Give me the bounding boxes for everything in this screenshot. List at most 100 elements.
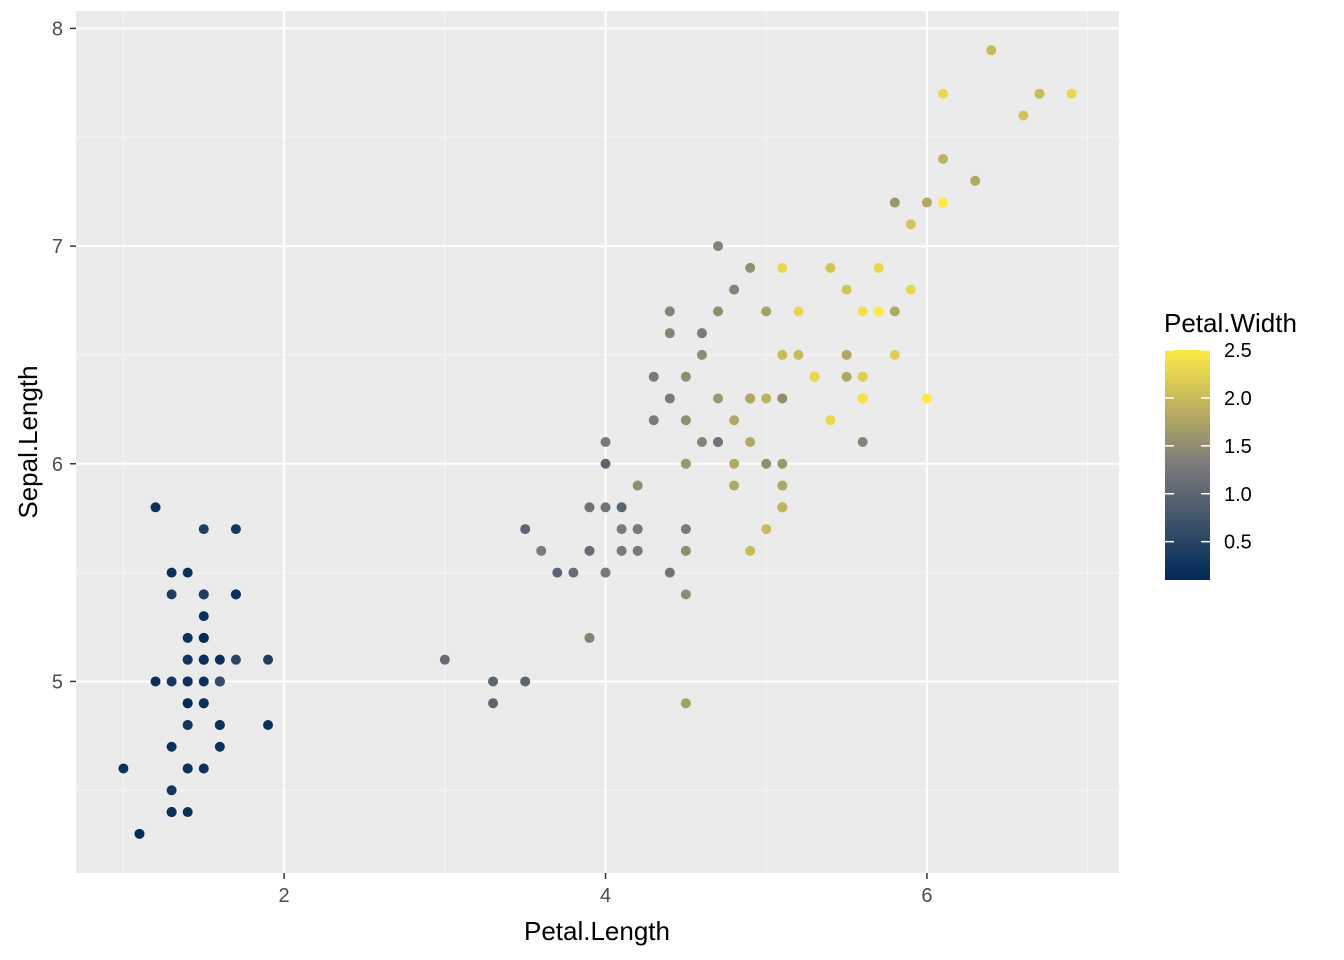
data-point xyxy=(230,654,241,665)
data-point xyxy=(761,393,772,404)
data-point xyxy=(263,719,274,730)
data-point xyxy=(921,197,932,208)
data-point xyxy=(584,632,595,643)
data-point xyxy=(825,415,836,426)
data-point xyxy=(648,371,659,382)
x-axis-title: Petal.Length xyxy=(524,916,670,946)
data-point xyxy=(632,524,643,535)
data-point xyxy=(761,524,772,535)
grid-major xyxy=(76,11,1119,873)
y-tick-label: 7 xyxy=(52,236,63,258)
data-point xyxy=(713,393,724,404)
data-point xyxy=(729,480,740,491)
data-point xyxy=(938,154,949,165)
data-point xyxy=(488,676,499,687)
data-point xyxy=(1066,88,1077,99)
data-point xyxy=(905,219,916,230)
data-point xyxy=(664,306,675,317)
data-point xyxy=(263,654,274,665)
data-point xyxy=(198,611,209,622)
data-point xyxy=(664,328,675,339)
data-point xyxy=(680,698,691,709)
legend-tick-label: 1.5 xyxy=(1224,436,1252,458)
data-point xyxy=(873,262,884,273)
data-point xyxy=(600,437,611,447)
data-point xyxy=(729,458,740,469)
data-point xyxy=(986,45,997,56)
legend-tick-label: 2.0 xyxy=(1224,388,1252,410)
data-point xyxy=(745,437,756,447)
data-point xyxy=(777,349,788,360)
data-point xyxy=(777,458,788,469)
data-points xyxy=(118,45,1077,839)
data-point xyxy=(182,632,193,643)
data-point xyxy=(198,763,209,774)
data-point xyxy=(713,241,724,252)
data-point xyxy=(214,741,225,752)
data-point xyxy=(488,698,499,709)
data-point xyxy=(809,371,820,382)
data-point xyxy=(182,567,193,578)
data-point xyxy=(857,437,868,447)
data-point xyxy=(889,349,900,360)
data-point xyxy=(150,502,161,513)
data-point xyxy=(664,567,675,578)
data-point xyxy=(1034,88,1045,99)
data-point xyxy=(616,545,627,556)
data-point xyxy=(729,284,740,295)
data-point xyxy=(214,719,225,730)
data-point xyxy=(520,676,531,687)
data-point xyxy=(841,284,852,295)
legend-title: Petal.Width xyxy=(1164,308,1297,338)
data-point xyxy=(616,524,627,535)
data-point xyxy=(745,545,756,556)
data-point xyxy=(600,567,611,578)
data-point xyxy=(777,480,788,491)
y-axis: 5 6 7 8 xyxy=(52,18,76,693)
data-point xyxy=(857,371,868,382)
data-point xyxy=(857,306,868,317)
data-point xyxy=(166,807,177,818)
data-point xyxy=(713,437,724,447)
grid-minor xyxy=(76,11,1119,873)
data-point xyxy=(680,524,691,535)
x-tick-label: 6 xyxy=(921,885,932,907)
data-point xyxy=(198,676,209,687)
x-tick-label: 4 xyxy=(600,885,611,907)
legend-colorbar xyxy=(1165,350,1210,580)
data-point xyxy=(166,741,177,752)
legend-tick-label: 1.0 xyxy=(1224,484,1252,506)
data-point xyxy=(761,458,772,469)
data-point xyxy=(198,524,209,535)
data-point xyxy=(680,545,691,556)
data-point xyxy=(905,284,916,295)
data-point xyxy=(648,415,659,426)
data-point xyxy=(970,175,981,186)
data-point xyxy=(921,393,932,404)
data-point xyxy=(600,502,611,513)
data-point xyxy=(857,393,868,404)
data-point xyxy=(680,589,691,600)
data-point xyxy=(729,415,740,426)
data-point xyxy=(198,654,209,665)
data-point xyxy=(889,197,900,208)
data-point xyxy=(713,306,724,317)
data-point xyxy=(777,502,788,513)
data-point xyxy=(680,371,691,382)
y-axis-title: Sepal.Length xyxy=(13,365,43,518)
data-point xyxy=(568,567,579,578)
data-point xyxy=(166,567,177,578)
data-point xyxy=(777,393,788,404)
data-point xyxy=(696,437,707,447)
data-point xyxy=(118,763,129,774)
data-point xyxy=(439,654,450,665)
data-point xyxy=(696,349,707,360)
data-point xyxy=(182,719,193,730)
data-point xyxy=(938,197,949,208)
data-point xyxy=(761,306,772,317)
data-point xyxy=(182,676,193,687)
data-point xyxy=(182,654,193,665)
legend-tick-label: 2.5 xyxy=(1224,340,1252,362)
legend: Petal.Width 0.5 1.0 1.5 2.0 2.5 xyxy=(1164,308,1297,580)
